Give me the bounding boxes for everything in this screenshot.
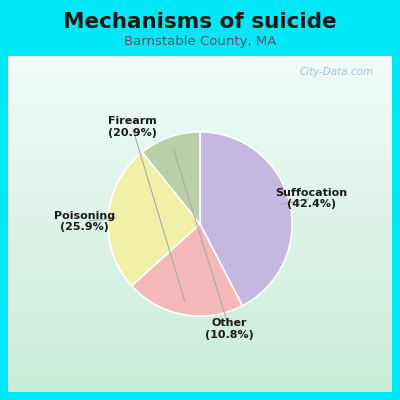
Wedge shape: [200, 132, 292, 306]
Bar: [8, 246, 392, 252]
Bar: [8, 347, 392, 353]
Bar: [8, 314, 392, 319]
Bar: [8, 297, 392, 302]
Bar: [8, 196, 392, 202]
Wedge shape: [132, 224, 242, 316]
Bar: [8, 241, 392, 246]
Bar: [8, 291, 392, 297]
Bar: [8, 330, 392, 336]
Bar: [8, 123, 392, 129]
Bar: [8, 168, 392, 174]
Bar: [8, 129, 392, 134]
Bar: [8, 319, 392, 325]
Bar: [8, 151, 392, 157]
Bar: [8, 95, 392, 101]
Bar: [8, 101, 392, 106]
Bar: [8, 218, 392, 224]
Bar: [8, 258, 392, 263]
Text: Other
(10.8%): Other (10.8%): [205, 318, 254, 340]
Bar: [8, 263, 392, 269]
Text: Poisoning
(25.9%): Poisoning (25.9%): [54, 211, 115, 232]
Bar: [8, 386, 392, 392]
Bar: [8, 274, 392, 280]
Bar: [8, 185, 392, 190]
Bar: [8, 73, 392, 78]
Bar: [8, 179, 392, 185]
Bar: [8, 336, 392, 342]
Bar: [8, 370, 392, 375]
Bar: [8, 90, 392, 95]
Bar: [8, 375, 392, 381]
Wedge shape: [142, 132, 200, 224]
Bar: [8, 157, 392, 162]
Bar: [8, 342, 392, 347]
Text: Suffocation
(42.4%): Suffocation (42.4%): [275, 188, 348, 209]
Bar: [8, 112, 392, 118]
Text: Mechanisms of suicide: Mechanisms of suicide: [63, 12, 337, 32]
Bar: [8, 364, 392, 370]
Bar: [8, 325, 392, 330]
Bar: [8, 134, 392, 140]
Bar: [8, 353, 392, 358]
Bar: [8, 62, 392, 67]
Bar: [8, 269, 392, 274]
Bar: [8, 84, 392, 90]
Bar: [8, 381, 392, 386]
Bar: [8, 190, 392, 196]
Bar: [8, 308, 392, 314]
Text: City-Data.com: City-Data.com: [300, 67, 374, 77]
Bar: [8, 78, 392, 84]
Bar: [8, 106, 392, 112]
Bar: [8, 162, 392, 168]
Bar: [8, 280, 392, 286]
Wedge shape: [108, 152, 200, 286]
Bar: [8, 252, 392, 258]
Bar: [8, 146, 392, 151]
Text: Barnstable County, MA: Barnstable County, MA: [124, 36, 276, 48]
Bar: [8, 358, 392, 364]
Bar: [8, 286, 392, 291]
Bar: [8, 224, 392, 230]
Text: Firearm
(20.9%): Firearm (20.9%): [108, 116, 156, 138]
Bar: [8, 174, 392, 179]
Bar: [8, 202, 392, 207]
Bar: [8, 213, 392, 218]
Bar: [8, 235, 392, 241]
Bar: [8, 67, 392, 73]
Bar: [8, 118, 392, 123]
Bar: [8, 140, 392, 146]
Bar: [8, 230, 392, 235]
Bar: [8, 56, 392, 62]
Bar: [8, 302, 392, 308]
Bar: [8, 207, 392, 213]
